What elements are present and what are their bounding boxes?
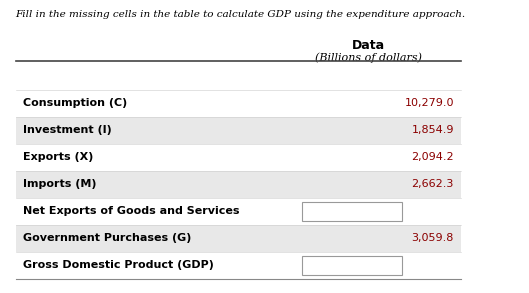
Text: 2,094.2: 2,094.2 xyxy=(411,152,454,162)
Text: (Billions of dollars): (Billions of dollars) xyxy=(315,52,422,63)
FancyBboxPatch shape xyxy=(15,90,461,117)
Text: 2,662.3: 2,662.3 xyxy=(412,179,454,189)
Text: 1,854.9: 1,854.9 xyxy=(412,125,454,135)
FancyBboxPatch shape xyxy=(302,256,402,275)
Text: Imports (M): Imports (M) xyxy=(23,179,96,189)
Text: 10,279.0: 10,279.0 xyxy=(404,98,454,108)
FancyBboxPatch shape xyxy=(302,202,402,221)
FancyBboxPatch shape xyxy=(15,198,461,225)
Text: 3,059.8: 3,059.8 xyxy=(412,233,454,243)
FancyBboxPatch shape xyxy=(15,144,461,171)
Text: Data: Data xyxy=(352,39,385,52)
Text: Fill in the missing cells in the table to calculate GDP using the expenditure ap: Fill in the missing cells in the table t… xyxy=(15,10,466,19)
FancyBboxPatch shape xyxy=(15,252,461,279)
Text: Investment (I): Investment (I) xyxy=(23,125,112,135)
FancyBboxPatch shape xyxy=(15,225,461,252)
FancyBboxPatch shape xyxy=(15,171,461,198)
Text: Consumption (C): Consumption (C) xyxy=(23,98,127,108)
FancyBboxPatch shape xyxy=(15,117,461,144)
Text: Exports (X): Exports (X) xyxy=(23,152,93,162)
Text: Government Purchases (G): Government Purchases (G) xyxy=(23,233,191,243)
Text: Net Exports of Goods and Services: Net Exports of Goods and Services xyxy=(23,206,239,216)
Text: Gross Domestic Product (GDP): Gross Domestic Product (GDP) xyxy=(23,260,214,270)
